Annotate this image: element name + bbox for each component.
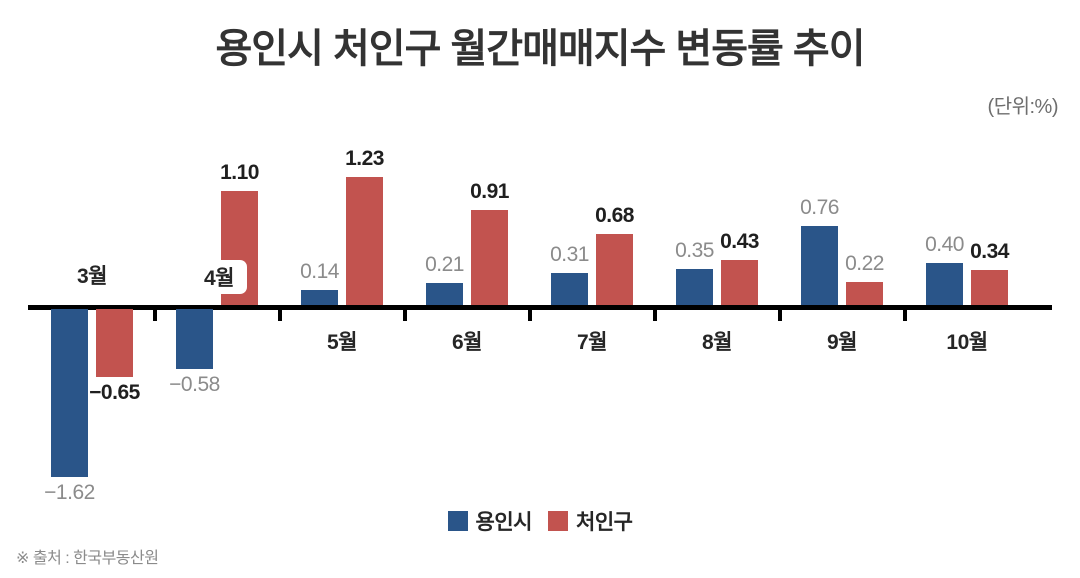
month-label-3: 3월	[77, 265, 108, 288]
bar-cheoin	[96, 309, 133, 377]
axis-tick	[902, 310, 907, 321]
month-label-4: 4월	[191, 260, 247, 294]
source-note: ※ 출처 : 한국부동산원	[16, 550, 159, 567]
legend-label-yongin: 용인시	[475, 511, 533, 534]
bar-value-label: 0.31	[550, 242, 589, 266]
legend-item-yongin: 용인시	[447, 506, 533, 536]
bar-value-label: 0.14	[300, 260, 339, 284]
month-label-9: 9월	[827, 331, 858, 354]
bar-value-label: 0.40	[925, 233, 964, 257]
month-label-10: 10월	[946, 331, 988, 354]
bar-value-label: 0.35	[675, 238, 714, 262]
bar-value-label: 0.21	[425, 253, 464, 277]
bar-value-label: 1.10	[220, 160, 259, 184]
legend-swatch-cheoin	[548, 511, 568, 531]
bar-yongin	[801, 225, 838, 305]
month-label-5: 5월	[327, 331, 358, 354]
axis-tick	[402, 310, 407, 321]
unit-note: (단위:%)	[987, 96, 1059, 118]
bar-value-label: 0.43	[720, 230, 759, 254]
axis-tick	[527, 310, 532, 321]
month-label-8: 8월	[702, 331, 733, 354]
bar-cheoin	[596, 234, 633, 305]
legend-item-cheoin: 처인구	[548, 506, 633, 536]
axis-tick	[777, 310, 782, 321]
bar-yongin	[926, 263, 963, 305]
zero-axis-line	[28, 305, 1052, 310]
bar-value-label: −1.62	[44, 481, 95, 505]
bar-value-label: −0.65	[89, 380, 140, 404]
bar-yongin	[551, 272, 588, 305]
bar-cheoin	[846, 282, 883, 305]
page-title: 용인시 처인구 월간매매지수 변동률 추이	[215, 27, 865, 71]
bar-value-label: 0.34	[970, 239, 1009, 263]
bar-value-label: −0.58	[169, 373, 220, 397]
bar-cheoin	[971, 269, 1008, 305]
bar-value-label: 0.22	[845, 252, 884, 276]
axis-tick	[277, 310, 282, 321]
bar-yongin	[301, 290, 338, 305]
bar-cheoin	[471, 210, 508, 305]
legend-label-cheoin: 처인구	[576, 511, 633, 534]
bar-yongin	[426, 283, 463, 305]
legend-swatch-yongin	[447, 511, 468, 531]
bar-yongin	[676, 268, 713, 305]
bar-yongin	[51, 309, 88, 478]
bar-value-label: 0.76	[800, 195, 839, 219]
bar-value-label: 0.68	[595, 204, 634, 228]
bar-yongin	[176, 309, 213, 370]
bar-value-label: 0.91	[470, 180, 509, 204]
bar-cheoin	[721, 260, 758, 305]
month-label-6: 6월	[452, 331, 483, 354]
axis-tick	[652, 310, 657, 321]
axis-tick	[152, 310, 157, 321]
chart-legend: 용인시 처인구	[0, 506, 1080, 536]
month-label-7: 7월	[577, 331, 608, 354]
bar-cheoin	[346, 177, 383, 305]
bar-value-label: 1.23	[345, 147, 384, 171]
